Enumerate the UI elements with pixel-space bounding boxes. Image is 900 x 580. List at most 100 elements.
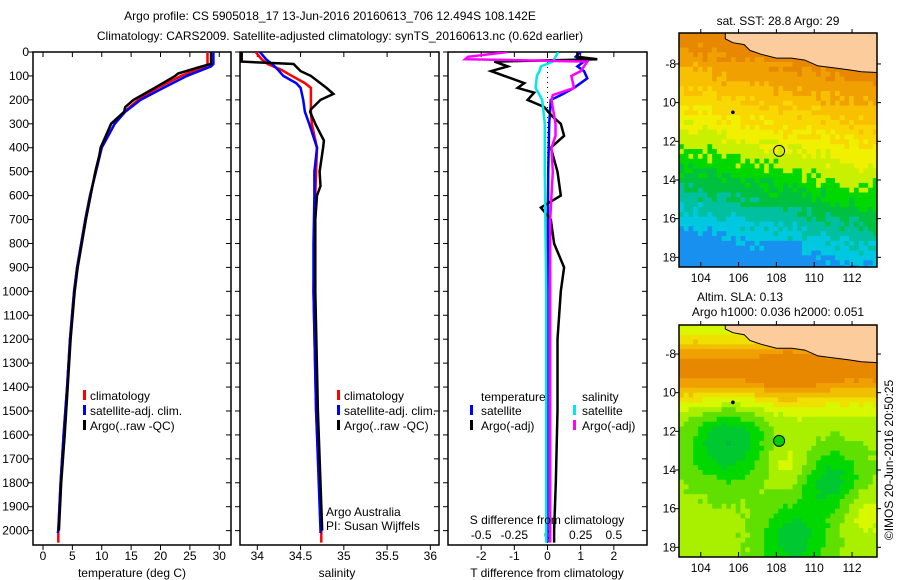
heatmap-cell	[806, 363, 812, 370]
heatmap-cell	[820, 532, 827, 539]
heatmap-cell	[839, 100, 845, 107]
heatmap-cell	[707, 265, 713, 267]
heatmap-cell	[816, 431, 822, 437]
heatmap-cell	[868, 86, 874, 92]
heatmap-cell	[731, 47, 737, 53]
heatmap-cell	[787, 91, 793, 97]
heatmap-cell	[792, 124, 798, 131]
heatmap-cell	[830, 95, 836, 102]
heatmap-cell	[849, 416, 855, 423]
heatmap-cell	[853, 260, 860, 266]
heatmap-cell	[806, 479, 812, 486]
heatmap-cell	[773, 421, 779, 428]
heatmap-cell	[792, 421, 798, 428]
heatmap-cell	[754, 76, 760, 82]
heatmap-cell	[683, 494, 689, 500]
heatmap-cell	[820, 182, 827, 189]
heatmap-cell	[749, 105, 756, 111]
heatmap-cell	[716, 363, 723, 370]
heatmap-cell	[745, 354, 751, 360]
heatmap-cell	[839, 216, 845, 223]
annotation-pi: PI: Susan Wijffels	[326, 519, 420, 533]
heatmap-cell	[759, 211, 765, 218]
heatmap-cell	[872, 236, 877, 242]
heatmap-cell	[697, 392, 704, 399]
heatmap-cell	[716, 211, 723, 218]
heatmap-cell	[844, 153, 850, 160]
heatmap-cell	[693, 465, 699, 471]
heatmap-cell	[683, 95, 689, 102]
x-tick-label: 0	[40, 549, 47, 563]
heatmap-cell	[844, 542, 850, 548]
heatmap-cell	[830, 168, 836, 174]
heatmap-cell	[806, 202, 812, 208]
heatmap-cell	[683, 523, 689, 529]
heatmap-cell	[868, 484, 874, 490]
heatmap-cell	[839, 76, 845, 82]
heatmap-cell	[731, 173, 737, 179]
heatmap-cell	[825, 436, 831, 442]
heatmap-cell	[693, 450, 699, 457]
heatmap-cell	[683, 139, 689, 145]
heatmap-cell	[768, 211, 775, 218]
heatmap-cell	[735, 426, 741, 432]
heatmap-cell	[816, 508, 822, 515]
heatmap-cell	[853, 479, 860, 486]
heatmap-cell	[825, 537, 831, 544]
heatmap-cell	[768, 57, 775, 63]
heatmap-cell	[716, 407, 723, 413]
heatmap-cell	[773, 158, 779, 165]
heatmap-cell	[688, 211, 694, 218]
heatmap-cell	[801, 460, 808, 466]
heatmap-cell	[820, 378, 827, 384]
heatmap-cell	[797, 178, 803, 184]
heatmap-cell	[778, 192, 784, 198]
heatmap-cell	[816, 499, 822, 505]
heatmap-cell	[872, 182, 877, 189]
heatmap-cell	[773, 392, 779, 399]
heatmap-cell	[712, 416, 718, 423]
heatmap-cell	[764, 349, 770, 355]
heatmap-cell	[693, 168, 699, 174]
y-tick-label: 1900	[2, 500, 29, 514]
heatmap-cell	[735, 537, 741, 544]
lon-tick-label: 110	[805, 271, 824, 285]
heatmap-cell	[735, 378, 741, 384]
heatmap-cell	[792, 163, 798, 169]
heatmap-cell	[721, 523, 727, 529]
heatmap-cell	[683, 552, 689, 557]
heatmap-cell	[835, 129, 841, 136]
heatmap-cell	[806, 378, 812, 384]
heatmap-cell	[683, 37, 689, 44]
heatmap-cell	[797, 470, 803, 476]
heatmap-cell	[863, 465, 869, 471]
heatmap-cell	[707, 441, 713, 447]
heatmap-cell	[716, 387, 723, 394]
series-line-s-argo-adj-	[461, 52, 590, 543]
heatmap-cell	[716, 187, 723, 194]
heatmap-cell	[801, 173, 808, 179]
heatmap-cell	[839, 508, 845, 515]
heatmap-cell	[702, 71, 708, 78]
heatmap-cell	[697, 445, 704, 452]
heatmap-cell	[740, 158, 746, 165]
heatmap-cell	[811, 460, 817, 466]
heatmap-cell	[839, 231, 845, 237]
heatmap-cell	[735, 402, 741, 408]
heatmap-cell	[702, 202, 708, 208]
heatmap-cell	[820, 66, 827, 73]
heatmap-cell	[716, 76, 723, 82]
heatmap-cell	[844, 537, 850, 544]
heatmap-cell	[863, 240, 869, 247]
heatmap-cell	[679, 178, 685, 184]
heatmap-cell	[726, 465, 732, 471]
heatmap-cell	[679, 460, 685, 466]
heatmap-cell	[872, 441, 877, 447]
heatmap-cell	[707, 474, 713, 481]
heatmap-cell	[806, 441, 812, 447]
heatmap-cell	[835, 240, 841, 247]
heatmap-cell	[853, 221, 860, 227]
heatmap-cell	[830, 445, 836, 452]
heatmap-cell	[735, 62, 741, 68]
